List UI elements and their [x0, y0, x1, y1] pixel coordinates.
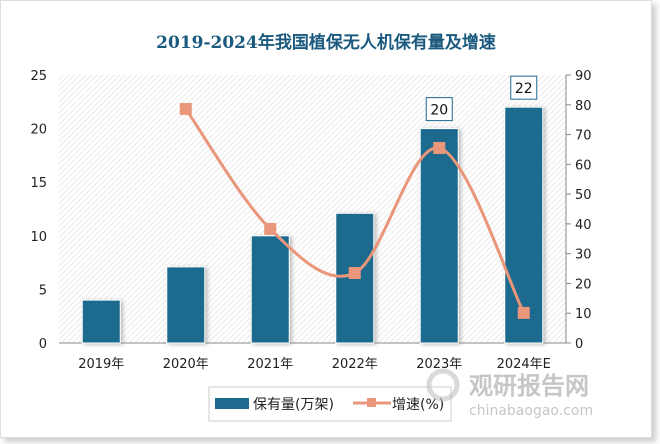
right-tick-label: 50	[575, 188, 592, 203]
legend: 保有量(万架) 增速(%)	[208, 386, 452, 422]
bar	[166, 266, 206, 344]
left-tick-label: 10	[30, 230, 47, 245]
legend-label-bar: 保有量(万架)	[253, 397, 334, 413]
bar	[419, 128, 459, 344]
x-tick-label: 2020年	[163, 357, 209, 372]
right-tick-label: 90	[575, 69, 592, 84]
watermark-logo-icon	[426, 368, 460, 402]
data-label-box	[425, 97, 453, 122]
chart: 2019-2024年我国植保无人机保有量及增速 0 5 10 15 20 25 0 10 20 3…	[30, 32, 593, 422]
x-tick-label: 2019年	[78, 357, 124, 372]
right-tick-label: 10	[575, 307, 592, 322]
plot-area	[59, 75, 566, 343]
left-tick-label: 15	[30, 176, 47, 191]
right-tick-label: 70	[575, 129, 592, 144]
legend-box	[208, 386, 452, 422]
right-tick-label: 20	[575, 277, 592, 292]
x-tick-label: 2024年E	[497, 357, 551, 372]
right-tick-label: 30	[575, 248, 592, 263]
watermark: 观研报告网 chinabaogao.com	[426, 368, 593, 419]
growth-line	[184, 108, 526, 314]
left-tick-label: 5	[39, 283, 47, 298]
legend-marker	[367, 398, 376, 407]
right-tick-label: 60	[575, 158, 592, 173]
x-tick-label: 2023年	[416, 357, 462, 372]
growth-marker	[179, 102, 192, 115]
data-label: 22	[515, 81, 533, 97]
right-tick-label: 0	[575, 337, 583, 352]
legend-swatch-bar	[215, 398, 249, 409]
left-tick-label: 0	[39, 337, 47, 352]
legend-label-line: 增速(%)	[392, 397, 444, 413]
growth-marker	[433, 141, 446, 154]
left-tick-label: 25	[30, 69, 47, 84]
right-tick-label: 40	[575, 218, 592, 233]
x-tick-label: 2021年	[247, 357, 293, 372]
growth-marker	[517, 306, 530, 319]
watermark-url: chinabaogao.com	[469, 403, 593, 419]
bar	[250, 235, 290, 344]
x-tick-label: 2022年	[332, 357, 378, 372]
growth-marker	[264, 222, 277, 235]
data-label-box	[510, 75, 538, 100]
chart-frame: 2019-2024年我国植保无人机保有量及增速 0 5 10 15 20 25 0 10 20 3…	[0, 0, 652, 438]
watermark-cn: 观研报告网	[469, 372, 589, 400]
chart-title: 2019-2024年我国植保无人机保有量及增速	[156, 32, 496, 53]
data-label: 20	[430, 103, 448, 119]
growth-marker	[348, 267, 361, 280]
right-tick-label: 80	[575, 99, 592, 114]
bar	[81, 299, 121, 344]
left-tick-label: 20	[30, 123, 47, 138]
bar	[504, 106, 544, 344]
